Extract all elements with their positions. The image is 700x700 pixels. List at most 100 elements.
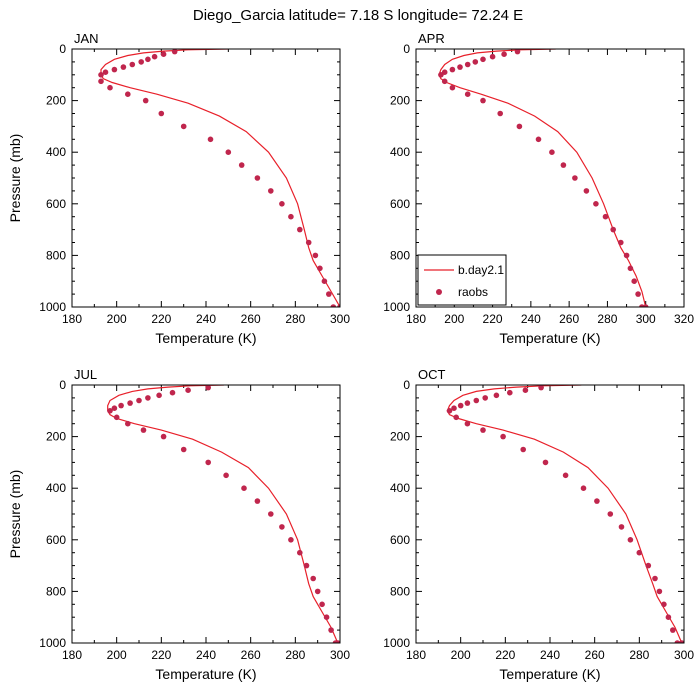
- raobs-point-jul: [160, 433, 167, 440]
- legend-marker-swatch: [436, 289, 442, 295]
- y-tick-label-jan: 600: [46, 197, 66, 211]
- x-tick-label-apr: 240: [521, 312, 541, 326]
- panel-title-oct: OCT: [418, 367, 446, 382]
- x-tick-label-jan: 220: [151, 312, 171, 326]
- x-tick-label-apr: 300: [636, 312, 656, 326]
- raobs-point-oct: [451, 405, 457, 412]
- y-tick-label-jul: 1000: [39, 636, 66, 650]
- model-line-oct: [446, 385, 683, 643]
- raobs-point-jul: [319, 601, 325, 608]
- x-tick-label-apr: 260: [559, 312, 579, 326]
- raobs-point-oct: [607, 511, 614, 517]
- legend-label-model: b.day2.1: [458, 263, 504, 277]
- raobs-point-jan: [312, 252, 319, 259]
- raobs-point-jul: [223, 472, 229, 479]
- model-line-apr: [438, 49, 647, 307]
- raobs-point-jan: [326, 291, 332, 297]
- raobs-point-oct: [645, 562, 652, 569]
- raobs-point-oct: [493, 392, 500, 399]
- raobs-point-oct: [636, 549, 643, 556]
- raobs-point-apr: [438, 72, 444, 78]
- raobs-point-jul: [335, 640, 340, 643]
- raobs-point-jul: [205, 459, 211, 466]
- raobs-point-oct: [627, 537, 634, 543]
- panel-title-jul: JUL: [74, 367, 97, 382]
- model-line-jul: [107, 385, 339, 643]
- figure-title: Diego_Garcia latitude= 7.18 S longitude=…: [193, 7, 523, 24]
- raobs-point-oct: [538, 385, 544, 391]
- raobs-point-oct: [542, 459, 549, 466]
- panel-frame-jan: [71, 48, 341, 308]
- raobs-point-apr: [497, 110, 504, 117]
- raobs-point-apr: [623, 252, 630, 259]
- y-tick-label-oct: 1000: [383, 636, 410, 650]
- raobs-point-jan: [151, 53, 158, 60]
- plot-area-jan: [98, 49, 340, 307]
- raobs-point-jul: [180, 446, 187, 453]
- panel-jul: JUL 180 200 220 240 260 280 300 0 200 400 600 800 100…: [7, 367, 350, 682]
- x-tick-label-apr: 280: [597, 312, 617, 326]
- panel-jan: JAN 180 200 220 240 260 280 300 0 200 400 600 800 100…: [7, 31, 350, 346]
- raobs-point-oct: [482, 395, 489, 401]
- raobs-point-oct: [457, 402, 464, 409]
- raobs-point-jan: [102, 69, 109, 75]
- raobs-point-oct: [656, 588, 663, 595]
- x-tick-label-oct: 240: [540, 648, 560, 662]
- y-tick-label-apr: 0: [403, 42, 410, 56]
- raobs-point-jul: [140, 427, 147, 433]
- raobs-point-apr: [449, 84, 456, 91]
- y-tick-label-oct: 200: [390, 430, 410, 444]
- x-tick-label-jan: 200: [107, 312, 127, 326]
- raobs-point-jan: [98, 72, 104, 78]
- raobs-point-oct: [618, 524, 625, 530]
- y-tick-label-jul: 400: [46, 481, 66, 495]
- raobs-point-apr: [480, 56, 486, 63]
- raobs-point-jan: [125, 91, 131, 97]
- raobs-point-jul: [288, 537, 294, 543]
- raobs-point-jan: [238, 162, 245, 168]
- x-tick-label-apr: 320: [674, 312, 694, 326]
- panel-frame-oct: [415, 384, 685, 644]
- raobs-point-jan: [330, 304, 337, 307]
- raobs-point-oct: [520, 446, 526, 453]
- y-tick-label-jan: 200: [46, 94, 66, 108]
- x-tick-label-jul: 200: [107, 648, 127, 662]
- raobs-point-apr: [627, 265, 634, 272]
- raobs-point-oct: [670, 627, 676, 633]
- y-tick-label-apr: 600: [390, 197, 410, 211]
- x-tick-label-oct: 200: [451, 648, 471, 662]
- y-tick-label-jul: 200: [46, 430, 66, 444]
- raobs-point-jan: [288, 213, 294, 220]
- y-tick-label-jul: 800: [46, 584, 66, 598]
- raobs-point-oct: [661, 601, 667, 608]
- raobs-point-jan: [317, 265, 323, 272]
- raobs-point-jan: [321, 278, 328, 285]
- x-tick-label-jan: 280: [285, 312, 305, 326]
- x-tick-label-oct: 220: [495, 648, 515, 662]
- raobs-point-oct: [500, 433, 506, 440]
- raobs-point-jul: [254, 498, 261, 504]
- x-tick-label-apr: 180: [406, 312, 426, 326]
- raobs-point-apr: [593, 201, 599, 207]
- raobs-point-oct: [473, 397, 480, 404]
- raobs-point-jan: [305, 239, 312, 246]
- raobs-point-jan: [171, 49, 178, 55]
- raobs-point-apr: [516, 123, 523, 130]
- x-tick-label-jul: 300: [330, 648, 350, 662]
- raobs-point-apr: [501, 51, 507, 57]
- y-axis-label-jan: Pressure (mb): [7, 134, 23, 223]
- y-tick-label-jan: 1000: [39, 300, 66, 314]
- plot-area-oct: [446, 385, 684, 643]
- y-tick-label-oct: 600: [390, 533, 410, 547]
- legend-box: [417, 254, 507, 306]
- raobs-point-apr: [535, 136, 542, 143]
- raobs-point-oct: [674, 640, 681, 643]
- raobs-point-apr: [631, 278, 637, 285]
- raobs-point-oct: [464, 400, 471, 406]
- raobs-point-jan: [279, 201, 285, 207]
- raobs-point-jan: [158, 110, 165, 117]
- x-tick-label-oct: 180: [406, 648, 426, 662]
- x-tick-label-jul: 240: [196, 648, 216, 662]
- x-tick-label-apr: 200: [444, 312, 464, 326]
- raobs-point-apr: [464, 61, 471, 68]
